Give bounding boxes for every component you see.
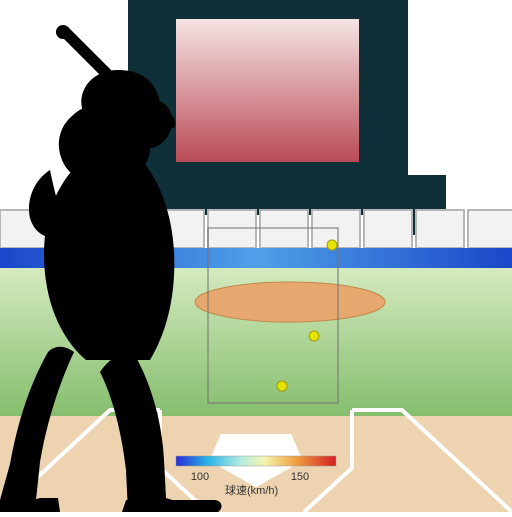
svg-text:150: 150 <box>291 471 309 483</box>
pitch-chart: 100 150 球速(km/h) <box>0 0 512 512</box>
chart-svg: 100 150 球速(km/h) <box>0 0 512 512</box>
svg-text:100: 100 <box>191 471 209 483</box>
colorbar-label: 球速(km/h) <box>225 483 278 497</box>
scoreboard-screen <box>175 18 360 163</box>
pitchers-mound <box>195 282 385 322</box>
colorbar <box>176 456 336 466</box>
